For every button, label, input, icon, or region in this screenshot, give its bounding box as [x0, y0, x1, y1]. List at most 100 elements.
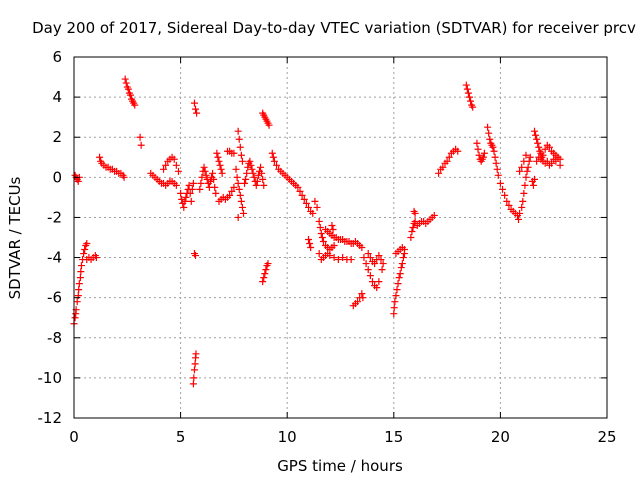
data-point: [518, 163, 526, 171]
data-point: [189, 380, 197, 388]
data-point: [122, 79, 130, 87]
data-point: [182, 193, 190, 201]
y-tick-label: 2: [52, 128, 62, 146]
data-point: [236, 191, 244, 199]
data-point: [126, 91, 134, 99]
data-point: [474, 145, 482, 153]
data-point: [211, 183, 219, 191]
data-point: [170, 155, 178, 163]
data-point: [174, 167, 182, 175]
data-point: [492, 159, 500, 167]
data-point: [201, 167, 209, 175]
data-point: [515, 215, 523, 223]
data-point: [237, 197, 245, 205]
data-point: [191, 360, 199, 368]
data-point: [484, 123, 492, 131]
data-point: [260, 274, 268, 282]
data-point: [330, 254, 338, 262]
data-point: [264, 260, 272, 268]
data-point: [302, 199, 310, 207]
data-point: [375, 278, 383, 286]
data-point: [394, 280, 402, 288]
data-point: [391, 298, 399, 306]
data-point: [531, 127, 539, 135]
data-point: [445, 153, 453, 161]
data-point: [516, 167, 524, 175]
data-point: [235, 185, 243, 193]
data-point: [162, 161, 170, 169]
data-point: [364, 250, 372, 258]
data-point: [234, 127, 242, 135]
data-point: [520, 189, 528, 197]
x-tick-label: 15: [384, 428, 403, 446]
data-point: [329, 225, 337, 233]
data-point: [190, 99, 198, 107]
data-point: [261, 270, 269, 278]
data-point: [259, 175, 267, 183]
data-point: [235, 135, 243, 143]
data-point: [309, 209, 317, 217]
data-point: [236, 143, 244, 151]
data-point: [316, 223, 324, 231]
data-point: [552, 157, 560, 165]
data-point: [519, 197, 527, 205]
data-point: [273, 161, 281, 169]
data-point: [354, 298, 362, 306]
data-point: [210, 175, 218, 183]
data-point: [200, 163, 208, 171]
data-point: [230, 183, 238, 191]
data-point: [541, 145, 549, 153]
data-point: [75, 286, 83, 294]
data-point: [360, 254, 368, 262]
data-point: [268, 149, 276, 157]
data-point: [234, 179, 242, 187]
data-point: [543, 157, 551, 165]
data-point: [305, 203, 313, 211]
data-point: [77, 262, 85, 270]
data-point: [522, 173, 530, 181]
data-point: [213, 149, 221, 157]
data-point: [373, 284, 381, 292]
data-point: [533, 135, 541, 143]
data-point: [75, 280, 83, 288]
data-point: [407, 234, 415, 241]
data-point: [181, 197, 189, 205]
data-point: [160, 165, 168, 173]
data-point: [250, 173, 258, 181]
data-point: [234, 213, 242, 221]
data-point: [535, 143, 543, 151]
y-tick-label: -6: [47, 289, 62, 307]
y-tick-label: 4: [52, 88, 62, 106]
data-point: [554, 153, 562, 161]
data-point: [473, 139, 481, 147]
data-point: [397, 264, 405, 272]
data-point: [243, 169, 251, 177]
data-point: [548, 159, 556, 167]
data-point: [315, 217, 323, 225]
data-point: [454, 147, 462, 155]
data-point: [400, 246, 408, 254]
data-point: [503, 197, 511, 205]
data-point: [318, 234, 326, 241]
data-point: [390, 304, 398, 312]
data-point: [192, 350, 200, 358]
data-point: [532, 131, 540, 139]
data-point: [77, 268, 85, 276]
data-point: [172, 161, 180, 169]
data-point: [411, 209, 419, 217]
data-point: [232, 165, 240, 173]
data-point: [305, 236, 313, 244]
chart-title: Day 200 of 2017, Sidereal Day-to-day VTE…: [32, 19, 636, 37]
data-point: [313, 203, 321, 211]
data-point: [439, 163, 447, 171]
data-point: [443, 157, 451, 165]
y-tick-label: -12: [38, 409, 63, 427]
data-point: [518, 203, 526, 211]
data-point: [190, 374, 198, 382]
data-point: [202, 171, 210, 179]
data-point: [193, 109, 201, 117]
data-point: [192, 105, 200, 113]
data-point: [489, 143, 497, 151]
data-point: [319, 238, 327, 246]
